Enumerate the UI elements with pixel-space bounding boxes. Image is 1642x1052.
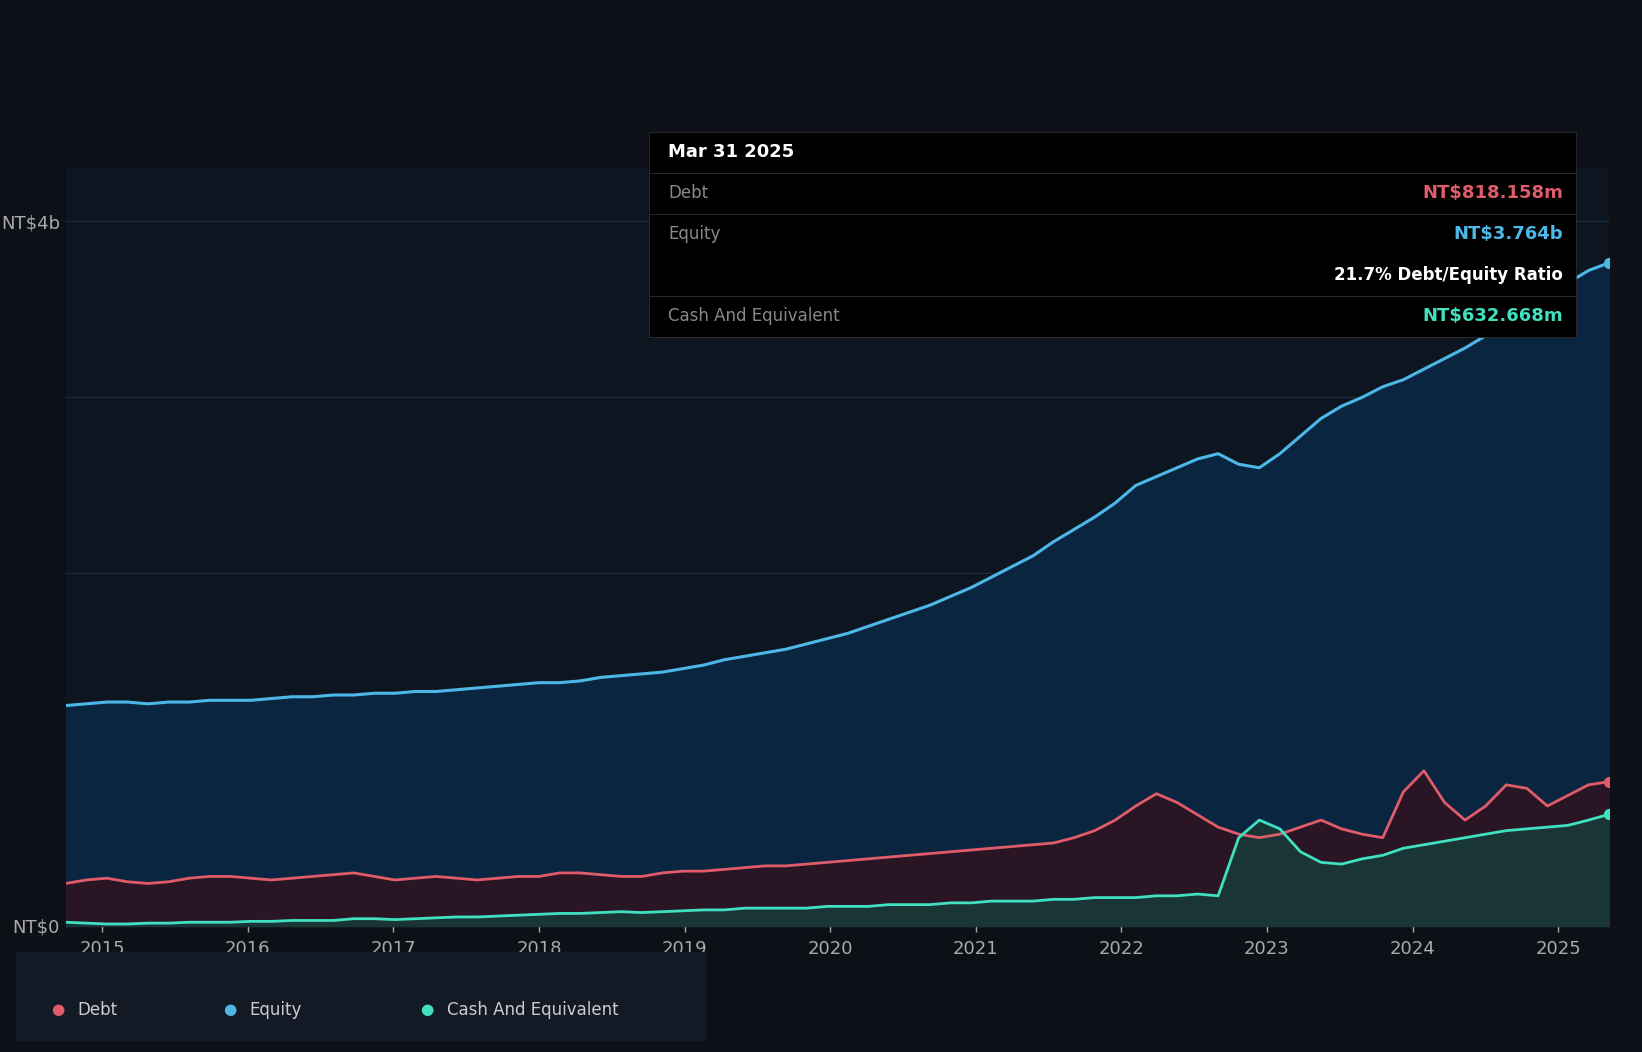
Point [1596, 806, 1622, 823]
Text: Equity: Equity [250, 1000, 302, 1019]
Text: Cash And Equivalent: Cash And Equivalent [668, 307, 841, 325]
Text: Equity: Equity [668, 225, 721, 243]
Text: Debt: Debt [77, 1000, 117, 1019]
Text: NT$632.668m: NT$632.668m [1422, 307, 1563, 325]
Text: Debt: Debt [668, 184, 708, 202]
Text: NT$818.158m: NT$818.158m [1422, 184, 1563, 202]
Text: 21.7% Debt/Equity Ratio: 21.7% Debt/Equity Ratio [1335, 266, 1563, 284]
Point [1596, 773, 1622, 790]
Text: ●: ● [51, 1003, 64, 1017]
Text: ●: ● [223, 1003, 236, 1017]
Text: ●: ● [420, 1003, 433, 1017]
Point [1596, 255, 1622, 271]
Text: Cash And Equivalent: Cash And Equivalent [447, 1000, 619, 1019]
Text: NT$3.764b: NT$3.764b [1453, 225, 1563, 243]
Text: Mar 31 2025: Mar 31 2025 [668, 143, 795, 161]
